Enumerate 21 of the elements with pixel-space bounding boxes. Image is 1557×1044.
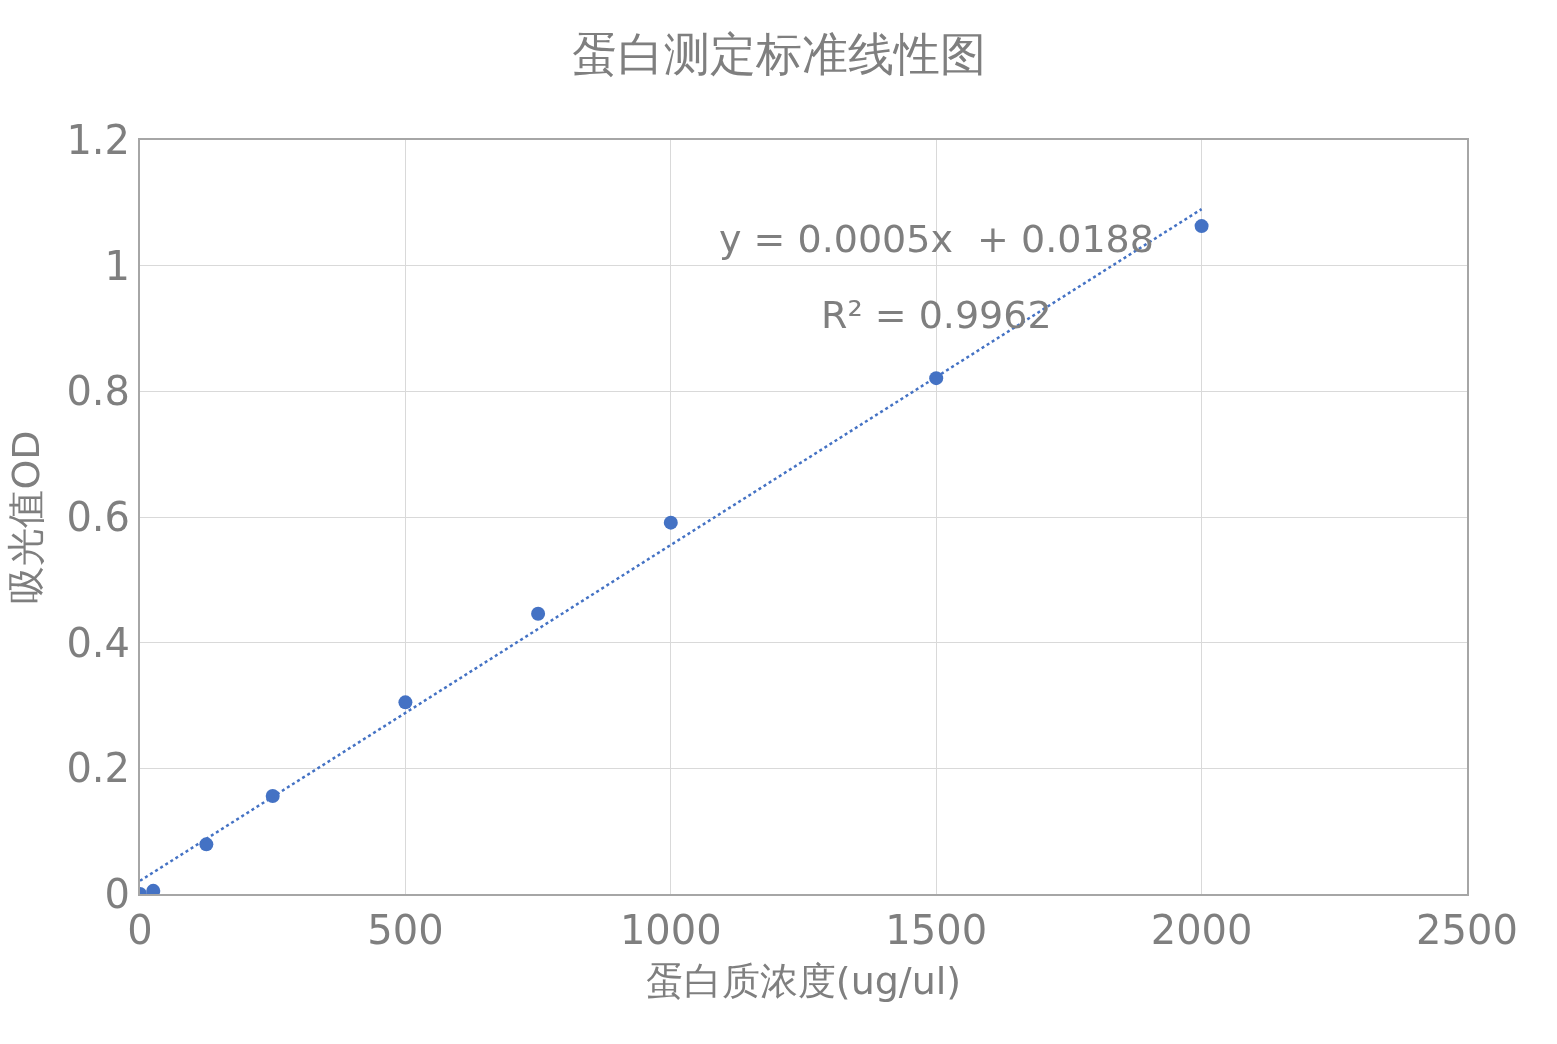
x-tick-label: 1500 — [885, 907, 988, 953]
y-axis-title: 吸光值OD — [4, 430, 49, 604]
y-tick-label: 0.4 — [66, 619, 130, 666]
x-tick-label: 2000 — [1150, 907, 1253, 953]
y-tick-label: 0 — [104, 871, 130, 917]
chart-title: 蛋白测定标准线性图 — [571, 27, 986, 81]
x-tick-label: 500 — [367, 907, 444, 953]
y-tick-label: 1.2 — [66, 117, 130, 163]
point — [531, 606, 546, 621]
y-tick-label: 0.2 — [66, 745, 130, 792]
annotation: y = 0.0005x + 0.0188 — [719, 217, 1154, 261]
x-tick-label: 1000 — [619, 907, 722, 953]
point — [398, 695, 413, 710]
y-tick-label: 0.8 — [66, 368, 130, 415]
x-tick-label: 2500 — [1416, 907, 1518, 953]
x-axis-title: 蛋白质浓度(ug/ul) — [645, 958, 962, 1003]
y-tick-label: 0.6 — [66, 494, 130, 540]
point — [929, 371, 944, 386]
y-tick-label: 1 — [104, 242, 130, 289]
point — [1194, 219, 1209, 234]
point — [663, 515, 678, 530]
